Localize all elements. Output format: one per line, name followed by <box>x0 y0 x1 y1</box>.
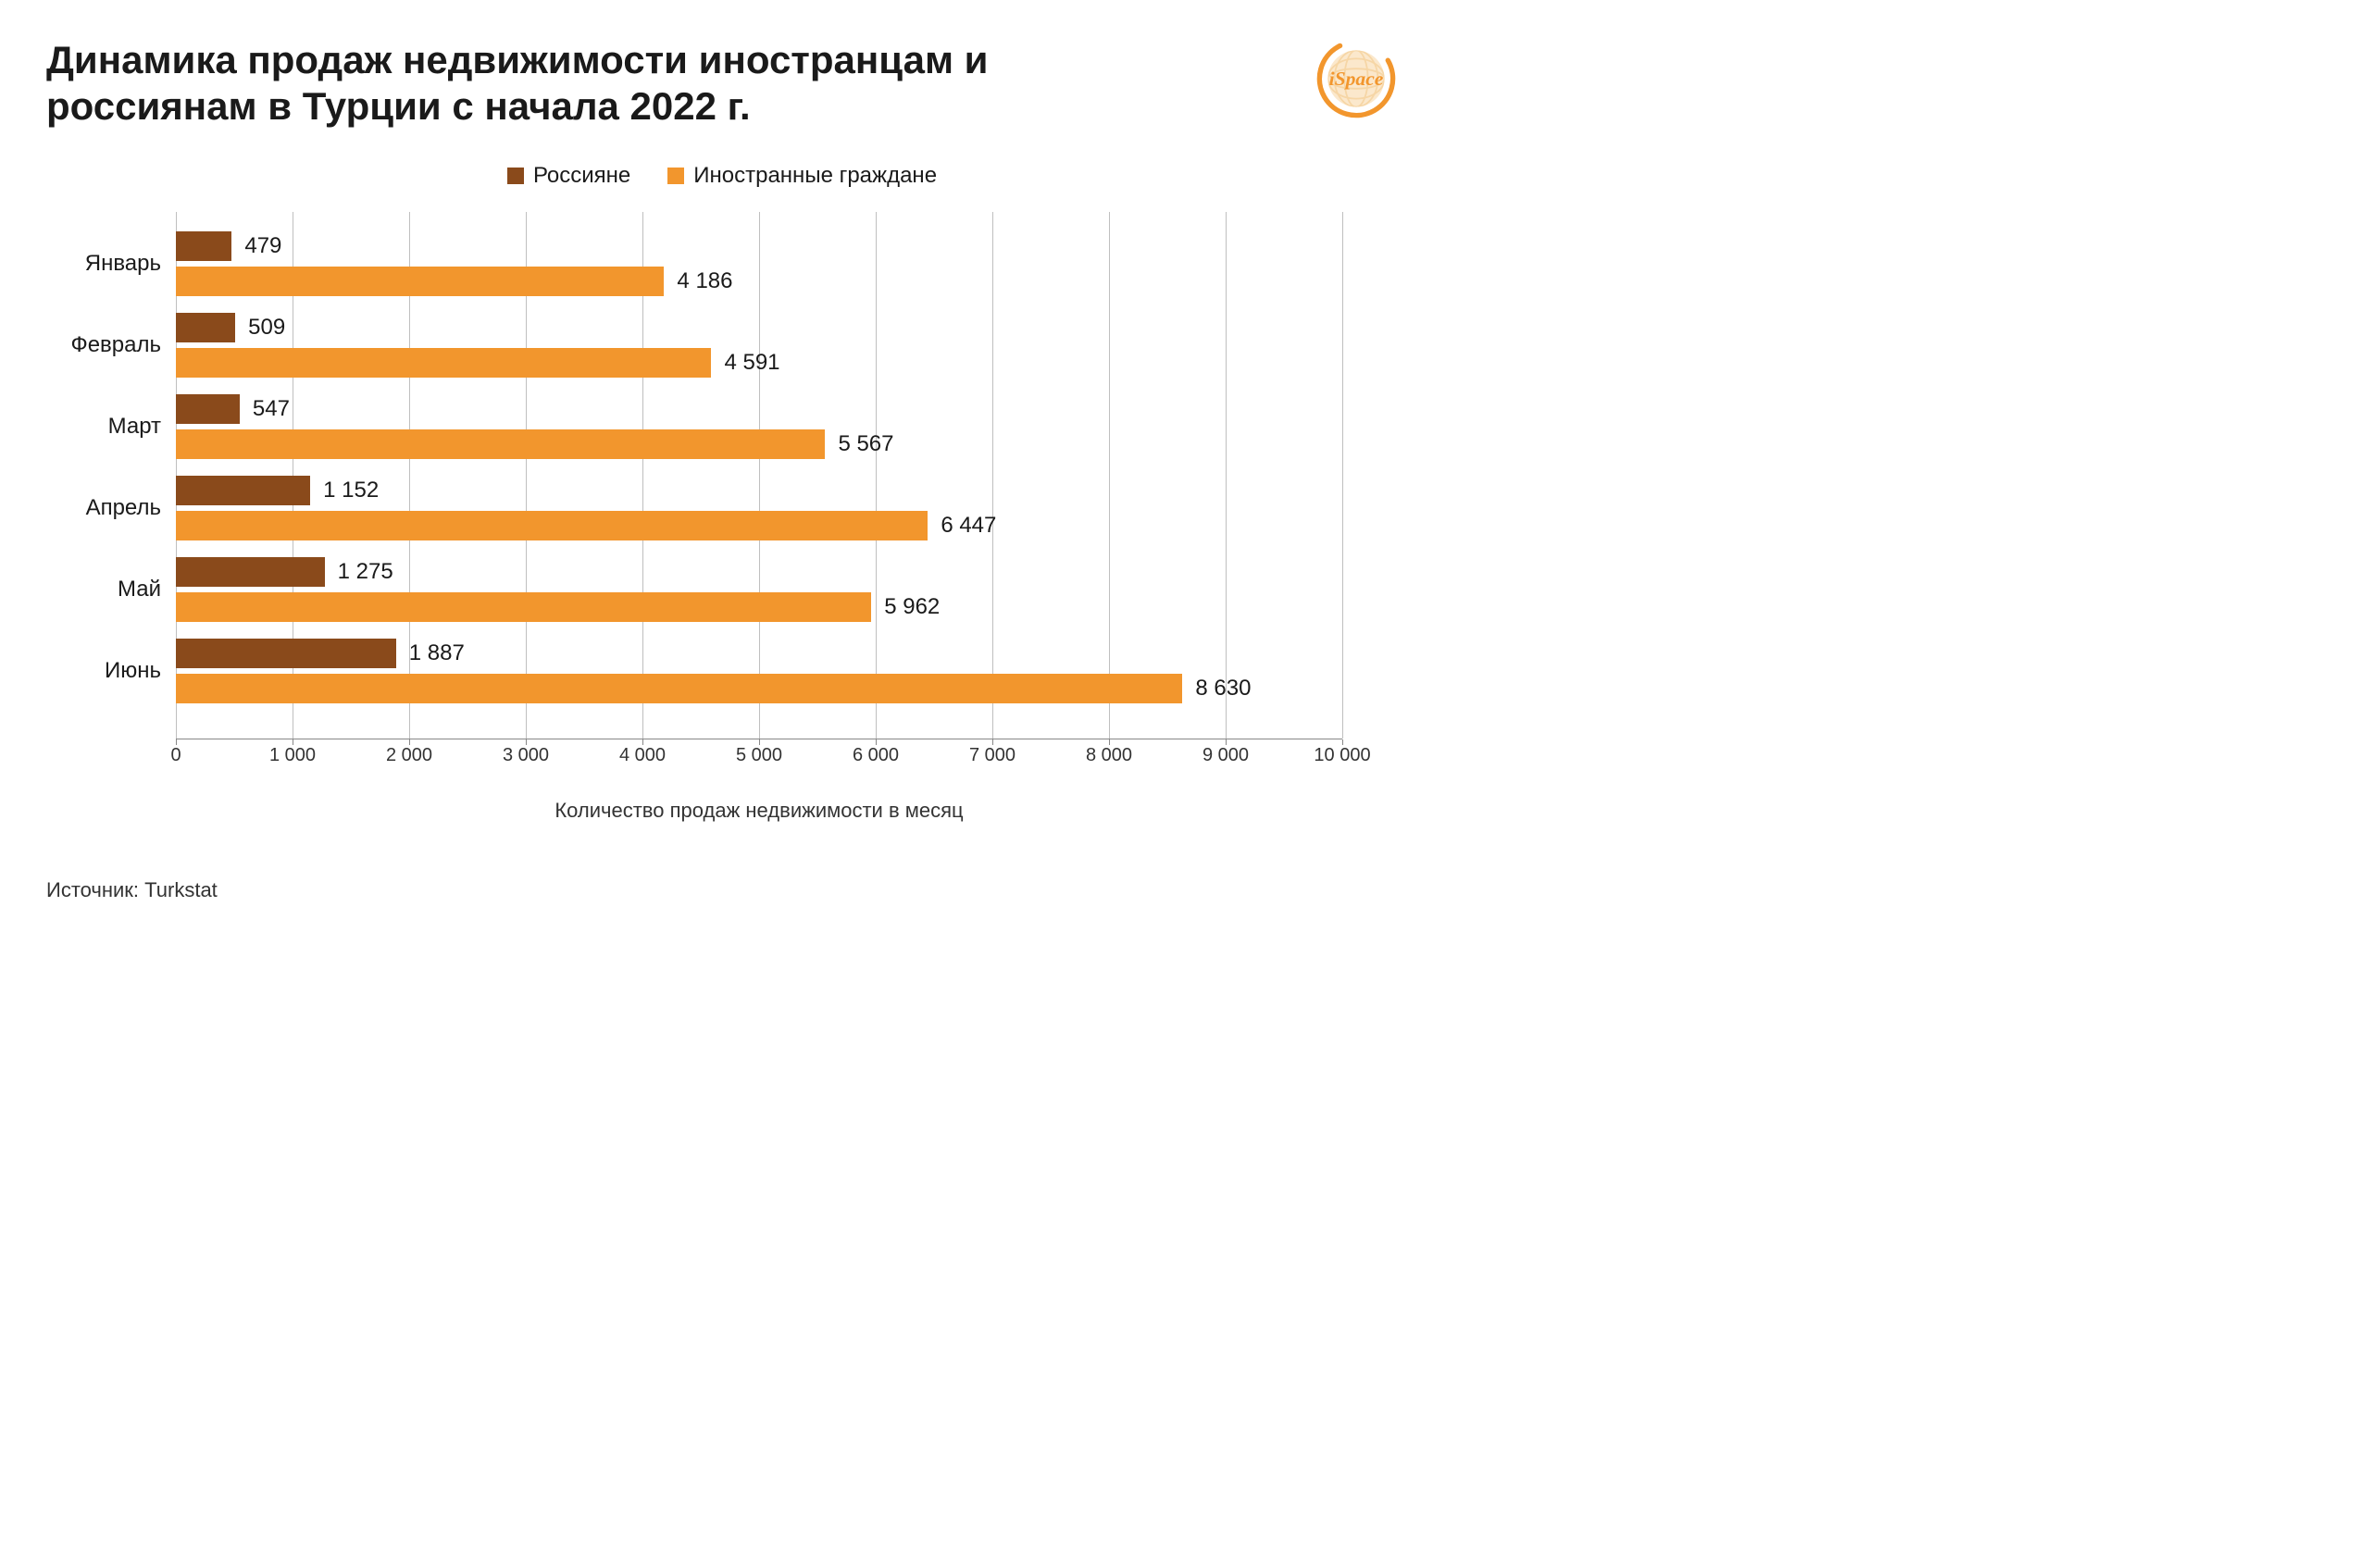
logo-text: iSpace <box>1329 68 1384 90</box>
x-tick-mark <box>409 739 410 745</box>
legend-label: Россияне <box>533 163 630 189</box>
x-axis-title: Количество продаж недвижимости в месяц <box>176 799 1342 823</box>
bar-wrap: 509 <box>176 313 1342 342</box>
bar-value-label: 8 630 <box>1195 676 1251 702</box>
category-label: Июнь <box>51 658 176 684</box>
bar-value-label: 5 567 <box>838 431 893 457</box>
legend-swatch <box>667 168 684 184</box>
category-label: Март <box>51 414 176 440</box>
bar-wrap: 4 186 <box>176 267 1342 296</box>
bar-value-label: 4 591 <box>724 350 779 376</box>
bar-wrap: 5 567 <box>176 429 1342 459</box>
bar <box>176 674 1182 703</box>
category-label: Май <box>51 577 176 602</box>
legend-item: Россияне <box>507 163 630 189</box>
bar-value-label: 479 <box>244 233 281 259</box>
x-axis-ticks: 01 0002 0003 0004 0005 0006 0007 0008 00… <box>176 745 1342 773</box>
legend: Россияне Иностранные граждане <box>46 163 1398 189</box>
legend-swatch <box>507 168 524 184</box>
bar-wrap: 479 <box>176 231 1342 261</box>
chart-title: Динамика продаж недвижимости иностранцам… <box>46 37 1157 130</box>
bar-value-label: 1 887 <box>409 640 465 666</box>
bar-wrap: 547 <box>176 394 1342 424</box>
bar-wrap: 1 152 <box>176 476 1342 505</box>
x-tick-mark <box>176 739 177 745</box>
ispace-logo-icon: iSpace <box>1315 37 1398 120</box>
x-tick-mark <box>876 739 877 745</box>
x-tick-label: 6 000 <box>853 745 899 766</box>
bar-group: Январь4794 186 <box>176 223 1342 304</box>
bar <box>176 476 310 505</box>
x-tick-label: 1 000 <box>269 745 316 766</box>
x-tick-label: 8 000 <box>1086 745 1132 766</box>
gridline <box>1342 212 1343 739</box>
x-tick-label: 4 000 <box>619 745 666 766</box>
category-label: Апрель <box>51 495 176 521</box>
bar-value-label: 6 447 <box>941 513 996 539</box>
bar <box>176 511 928 540</box>
plot-area: Январь4794 186Февраль5094 591Март5475 56… <box>176 212 1342 739</box>
x-tick-mark <box>642 739 643 745</box>
bar-value-label: 4 186 <box>677 268 732 294</box>
bar-group: Февраль5094 591 <box>176 304 1342 386</box>
x-tick-mark <box>1342 739 1343 745</box>
bar <box>176 557 325 587</box>
bar <box>176 267 664 296</box>
x-tick-mark <box>1109 739 1110 745</box>
bar-value-label: 547 <box>253 396 290 422</box>
x-tick-label: 10 000 <box>1314 745 1370 766</box>
chart: Январь4794 186Февраль5094 591Март5475 56… <box>176 212 1342 823</box>
bar-wrap: 4 591 <box>176 348 1342 378</box>
source-text: Источник: Turkstat <box>46 878 1398 902</box>
bar-wrap: 1 887 <box>176 639 1342 668</box>
bar-group: Апрель1 1526 447 <box>176 467 1342 549</box>
x-tick-mark <box>759 739 760 745</box>
x-tick-label: 0 <box>170 745 181 766</box>
bar-value-label: 1 152 <box>323 478 379 503</box>
x-tick-mark <box>992 739 993 745</box>
bar <box>176 394 240 424</box>
x-tick-label: 7 000 <box>969 745 1016 766</box>
bar <box>176 429 825 459</box>
legend-item: Иностранные граждане <box>667 163 937 189</box>
page: Динамика продаж недвижимости иностранцам… <box>0 0 1444 949</box>
x-tick-mark <box>526 739 527 745</box>
header: Динамика продаж недвижимости иностранцам… <box>46 37 1398 130</box>
bar <box>176 348 711 378</box>
x-tick-label: 3 000 <box>503 745 549 766</box>
x-tick-label: 9 000 <box>1202 745 1249 766</box>
bar-wrap: 5 962 <box>176 592 1342 622</box>
bar-group: Июнь1 8878 630 <box>176 630 1342 712</box>
bar-value-label: 509 <box>248 315 285 341</box>
bar-wrap: 1 275 <box>176 557 1342 587</box>
x-tick-label: 5 000 <box>736 745 782 766</box>
bar <box>176 639 396 668</box>
category-label: Январь <box>51 251 176 277</box>
bar-value-label: 5 962 <box>884 594 940 620</box>
bar <box>176 313 235 342</box>
x-tick-mark <box>1226 739 1227 745</box>
legend-label: Иностранные граждане <box>693 163 937 189</box>
bar <box>176 592 871 622</box>
x-tick-label: 2 000 <box>386 745 432 766</box>
bar-value-label: 1 275 <box>338 559 393 585</box>
bar <box>176 231 231 261</box>
category-label: Февраль <box>51 332 176 358</box>
bar-group: Май1 2755 962 <box>176 549 1342 630</box>
bar-wrap: 8 630 <box>176 674 1342 703</box>
bar-wrap: 6 447 <box>176 511 1342 540</box>
bar-group: Март5475 567 <box>176 386 1342 467</box>
